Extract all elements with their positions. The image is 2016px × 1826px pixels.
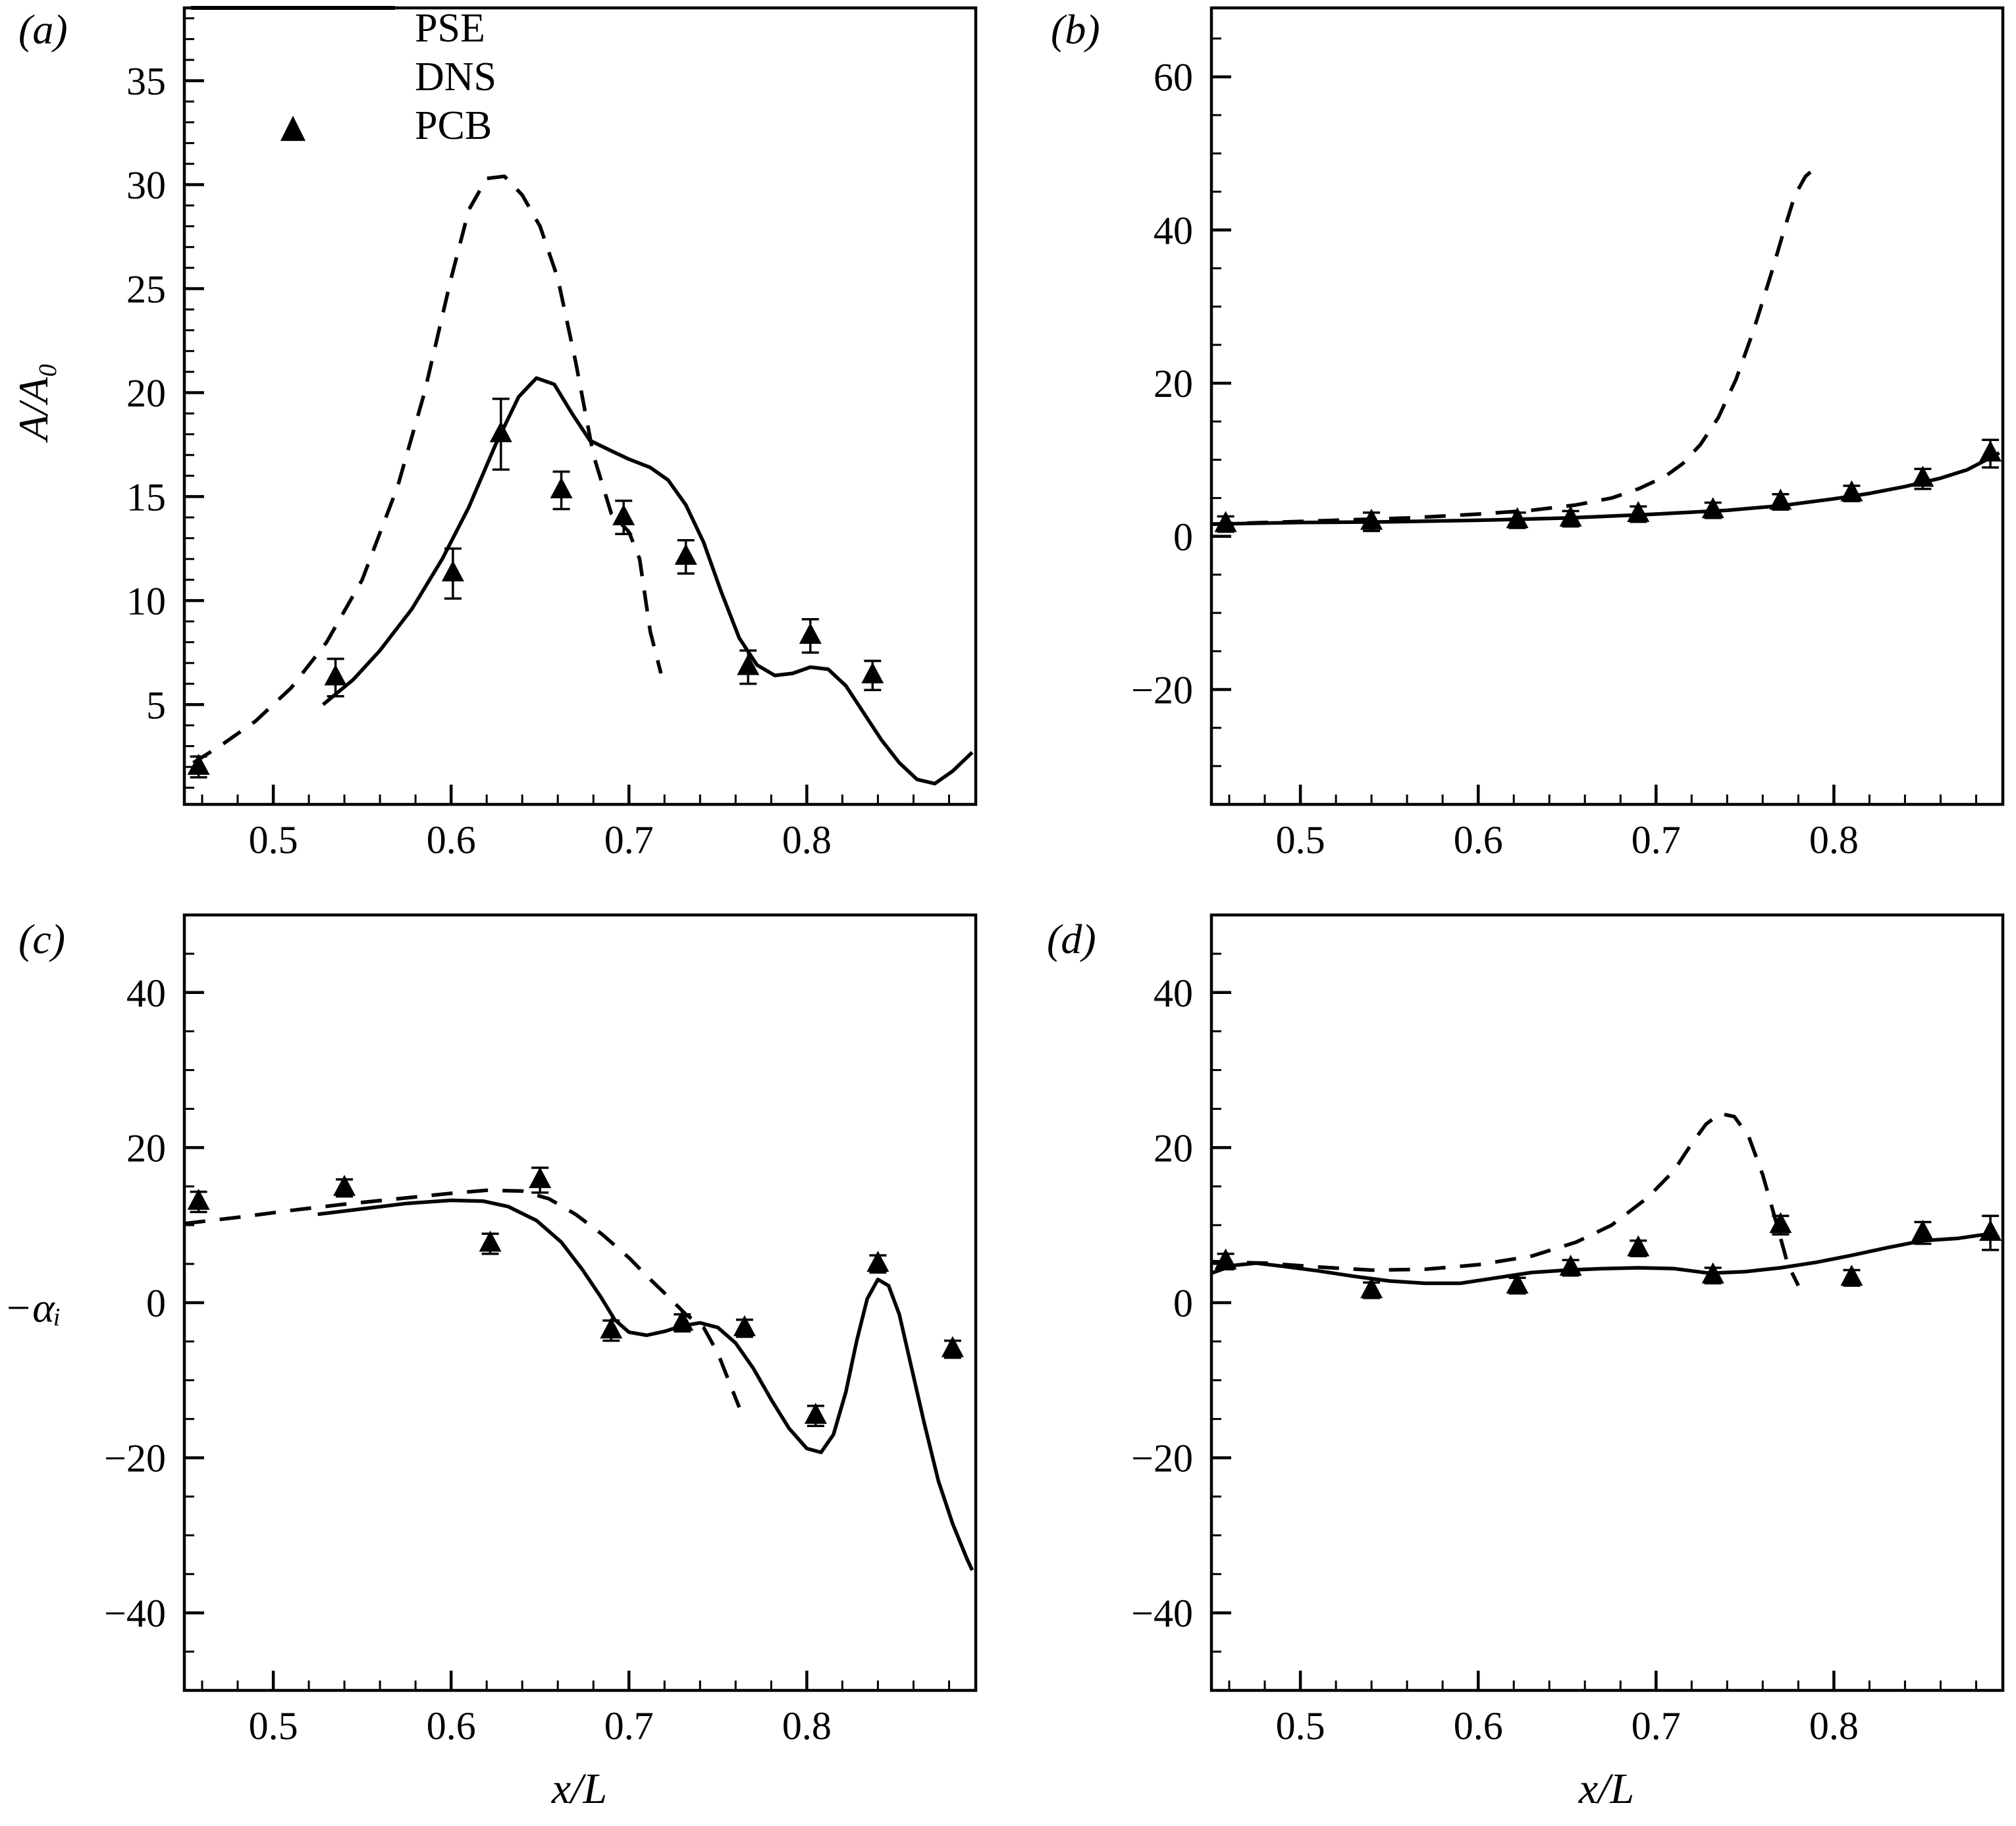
svg-text:0.6: 0.6	[427, 1704, 476, 1748]
svg-text:0.5: 0.5	[249, 1704, 298, 1748]
svg-text:0.7: 0.7	[1631, 1704, 1681, 1748]
svg-text:60: 60	[1154, 56, 1193, 99]
svg-text:0.8: 0.8	[1809, 818, 1859, 862]
svg-text:−20: −20	[1131, 669, 1193, 712]
svg-text:0.6: 0.6	[1454, 818, 1503, 862]
svg-text:35: 35	[126, 60, 166, 103]
svg-text:20: 20	[126, 1126, 166, 1170]
svg-text:0.5: 0.5	[1276, 818, 1325, 862]
panel-b-plot: 0.5 0.6 0.7 0.8 −20 0 20 40 60	[1131, 6, 2005, 862]
svg-text:−40: −40	[104, 1592, 166, 1635]
svg-text:0.5: 0.5	[249, 818, 298, 862]
svg-text:−40: −40	[1131, 1592, 1193, 1635]
legend-row-dns: DNS	[191, 6, 497, 101]
svg-text:30: 30	[126, 164, 166, 207]
svg-text:40: 40	[126, 972, 166, 1015]
svg-text:40: 40	[1154, 972, 1193, 1015]
panel-d-plot: 0.5 0.6 0.7 0.8 −40 −20 0 20 40	[1131, 913, 2005, 1748]
panel-c: 0.5 0.6 0.7 0.8 −40 −20 0 20 40	[59, 907, 981, 1763]
svg-text:10: 10	[126, 579, 166, 623]
panel-d: 0.5 0.6 0.7 0.8 −40 −20 0 20 40	[1086, 907, 2008, 1763]
svg-text:0.8: 0.8	[782, 1704, 832, 1748]
svg-text:20: 20	[1154, 1126, 1193, 1170]
svg-text:0.6: 0.6	[427, 818, 476, 862]
triangle-marker-sample: ▲	[280, 107, 306, 145]
svg-text:0.6: 0.6	[1454, 1704, 1503, 1748]
svg-text:0: 0	[146, 1282, 166, 1325]
legend-label-pse: PSE	[415, 5, 485, 51]
svg-text:15: 15	[126, 475, 166, 519]
svg-text:0.7: 0.7	[604, 1704, 654, 1748]
svg-text:20: 20	[126, 372, 166, 415]
svg-text:40: 40	[1154, 209, 1193, 252]
x-axis-label-c: x/L	[551, 1765, 608, 1813]
legend: PSE DNS ▲ PCB	[191, 4, 496, 150]
panel-label-a: (a)	[18, 6, 68, 53]
svg-text:25: 25	[126, 268, 166, 311]
svg-text:0: 0	[1173, 1282, 1193, 1325]
legend-label-pcb: PCB	[415, 103, 492, 148]
svg-text:0.7: 0.7	[1631, 818, 1681, 862]
svg-text:5: 5	[146, 683, 166, 727]
x-axis-label-d: x/L	[1578, 1765, 1635, 1813]
panel-label-b: (b)	[1051, 6, 1100, 53]
y-axis-label-c: −αᵢ	[4, 1284, 61, 1331]
svg-text:0.8: 0.8	[1809, 1704, 1859, 1748]
svg-text:−20: −20	[104, 1437, 166, 1480]
legend-row-pcb: ▲ PCB	[191, 101, 496, 150]
panel-c-plot: 0.5 0.6 0.7 0.8 −40 −20 0 20 40	[104, 913, 978, 1748]
svg-text:0.8: 0.8	[782, 818, 832, 862]
svg-text:20: 20	[1154, 362, 1193, 405]
panel-a: 0.5 0.6 0.7 0.8 5 10 15 20 25 30 35 PSE DNS ▲ PCB	[59, 0, 981, 885]
legend-label-dns: DNS	[415, 54, 497, 99]
svg-text:−20: −20	[1131, 1437, 1193, 1480]
svg-text:0.7: 0.7	[604, 818, 654, 862]
panel-label-d: (d)	[1047, 916, 1096, 962]
svg-text:0: 0	[1173, 515, 1193, 559]
panel-label-c: (c)	[18, 916, 66, 962]
panel-b: 0.5 0.6 0.7 0.8 −20 0 20 40 60	[1086, 0, 2008, 885]
svg-text:0.5: 0.5	[1276, 1704, 1325, 1748]
panel-a-plot: 0.5 0.6 0.7 0.8 5 10 15 20 25 30 35	[126, 6, 978, 862]
y-axis-label-a: A/A₀	[10, 362, 57, 441]
